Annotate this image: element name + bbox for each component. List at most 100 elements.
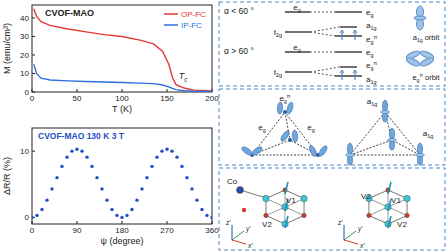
scatter-point bbox=[190, 187, 193, 190]
label-sub: g bbox=[298, 7, 301, 13]
scatter-point bbox=[65, 155, 68, 158]
orbital-lobe bbox=[241, 145, 254, 156]
x-tick bbox=[167, 221, 168, 224]
orbital-lobe bbox=[308, 144, 318, 157]
orbital-lobe bbox=[292, 130, 298, 142]
orbital-label: egπ bbox=[279, 93, 290, 104]
scatter-point bbox=[205, 214, 208, 217]
connector bbox=[310, 67, 340, 72]
oxygen-atom bbox=[367, 213, 371, 217]
scatter-point bbox=[185, 176, 188, 179]
x-tick-label: 0 bbox=[30, 226, 35, 235]
connector bbox=[310, 27, 340, 32]
label-sub: 1g bbox=[427, 133, 433, 139]
orbital-label: eg bbox=[307, 123, 314, 133]
orbital-label: eg bbox=[366, 48, 373, 58]
connector bbox=[310, 32, 335, 36]
axis-arrow bbox=[232, 225, 233, 240]
x-tick bbox=[77, 221, 78, 224]
axis-arrow bbox=[232, 231, 244, 240]
electron-head bbox=[340, 30, 344, 33]
y-axis-label: M (emu/cm³) bbox=[2, 23, 12, 74]
axis-label: z' bbox=[225, 219, 231, 226]
x-tick bbox=[32, 221, 33, 224]
atom-label: V1 bbox=[286, 196, 296, 205]
label-sup: π bbox=[373, 60, 377, 66]
x-axis-label: T (K) bbox=[112, 104, 132, 114]
spin-arrow bbox=[388, 216, 391, 228]
level bbox=[335, 11, 362, 12]
y-axis-label: ΔR/R (%) bbox=[2, 157, 12, 195]
connector bbox=[310, 52, 335, 53]
axis-arrow bbox=[344, 225, 345, 240]
series-line bbox=[34, 9, 212, 91]
orbital-label: a1g bbox=[367, 97, 378, 107]
y-tick bbox=[32, 151, 35, 152]
x-tick-label: 90 bbox=[73, 226, 82, 235]
orbital-label: a1g bbox=[366, 75, 377, 85]
orbital-label: eg bbox=[366, 8, 373, 18]
label-sub: g bbox=[370, 52, 373, 58]
x-tick-label: 50 bbox=[73, 94, 82, 103]
orbital-label: t2g bbox=[274, 28, 282, 38]
scatter-point bbox=[95, 176, 98, 179]
cobalt-atom bbox=[237, 187, 244, 194]
y-tick-label: 40 bbox=[20, 14, 29, 23]
figure: 050100150200010203040T (K)M (emu/cm³)CVO… bbox=[0, 0, 448, 252]
orbital-lobe bbox=[317, 145, 328, 158]
x-tick-label: 150 bbox=[160, 94, 174, 103]
cluster: a1ga1g bbox=[346, 97, 434, 165]
level bbox=[340, 26, 357, 27]
scatter-point bbox=[100, 187, 103, 190]
level bbox=[285, 71, 310, 72]
label-sub: g bbox=[370, 39, 373, 45]
scatter-point bbox=[180, 165, 183, 168]
legend-label: OP-FC bbox=[181, 10, 206, 19]
axis-arrow bbox=[344, 240, 358, 244]
atom-label: V2 bbox=[262, 220, 272, 229]
x-tick-label: 360 bbox=[205, 226, 219, 235]
y-tick bbox=[32, 17, 35, 18]
chart-title: CVOF-MAO 130 K 3 T bbox=[38, 131, 125, 141]
orbital-lobe bbox=[277, 102, 283, 114]
scatter-point bbox=[75, 147, 78, 150]
label-sub: 1g bbox=[371, 101, 377, 107]
label-suffix: orbit bbox=[423, 33, 441, 42]
axis-arrow bbox=[232, 240, 246, 244]
panel-border bbox=[219, 2, 445, 86]
electron-head bbox=[353, 30, 357, 33]
chart-title: CVOF-MAO bbox=[45, 8, 94, 18]
spin-arrow bbox=[285, 216, 288, 228]
y-tick bbox=[32, 54, 35, 55]
axis-arrow bbox=[344, 231, 356, 240]
atom-label: V2 bbox=[397, 220, 407, 229]
scatter-point bbox=[175, 155, 178, 158]
x-tick bbox=[122, 89, 123, 92]
scatter-point bbox=[115, 214, 118, 217]
orbital-label: eg bbox=[293, 3, 300, 13]
x-tick bbox=[77, 89, 78, 92]
y-tick-label: 10 bbox=[20, 69, 29, 78]
scatter-point bbox=[45, 198, 48, 201]
y-tick-label: 0 bbox=[25, 88, 30, 97]
vanadium-site bbox=[288, 138, 292, 142]
y-tick-label: 10 bbox=[20, 147, 29, 156]
scatter-point bbox=[170, 149, 173, 152]
condition: α > 60 ° bbox=[224, 46, 254, 56]
legend-swatch bbox=[164, 24, 178, 26]
scatter-point bbox=[60, 165, 63, 168]
scatter-point bbox=[145, 176, 148, 179]
label-sub: g bbox=[312, 127, 315, 133]
scatter-point bbox=[150, 165, 153, 168]
x-tick bbox=[167, 89, 168, 92]
data-group bbox=[32, 147, 212, 219]
label-sub: 2g bbox=[276, 32, 282, 38]
y-tick-label: 30 bbox=[20, 32, 29, 41]
orbital-lobe bbox=[405, 57, 420, 68]
scatter-point bbox=[32, 216, 34, 219]
oxygen-atom bbox=[264, 213, 268, 217]
x-tick-label: 180 bbox=[115, 226, 129, 235]
orbital-label: a1g orbit bbox=[413, 33, 440, 43]
oxygen-atom bbox=[302, 213, 306, 217]
level bbox=[335, 75, 362, 76]
